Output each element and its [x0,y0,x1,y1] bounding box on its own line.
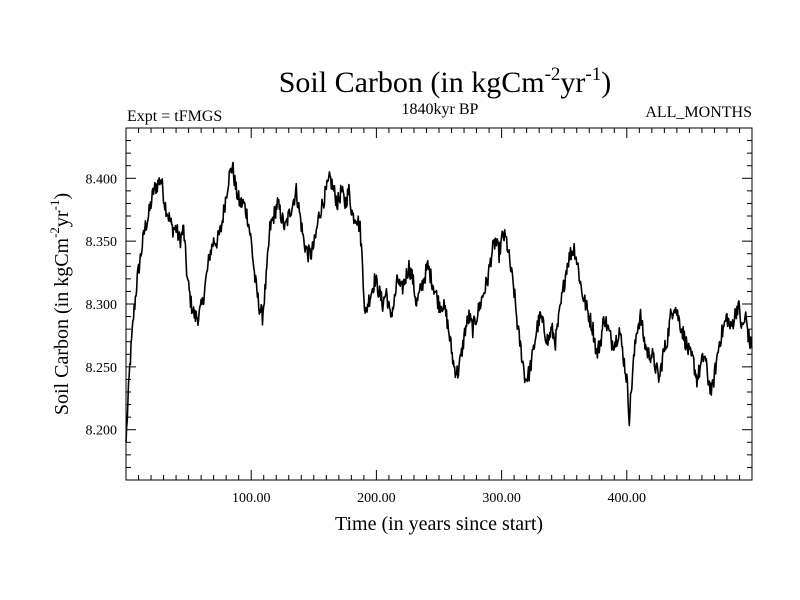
x-tick-label: 300.00 [482,491,521,506]
x-tick-label: 100.00 [232,491,271,506]
x-tick-labels: 100.00 200.00 300.00 400.00 [232,491,646,506]
chart-title: Soil Carbon (in kgCm-2yr-1) [279,64,612,99]
y-tick-label: 8.250 [86,361,118,376]
y-tick-label: 8.400 [86,172,118,187]
axis-ticks [125,127,753,481]
y-tick-labels: 8.200 8.250 8.300 8.350 8.400 [86,172,118,438]
months-label: ALL_MONTHS [645,104,752,121]
y-axis-label: Soil Carbon (in kgCm-2yr-1) [47,193,73,415]
x-tick-label: 400.00 [608,491,647,506]
soil-carbon-series-line [125,161,753,443]
y-tick-label: 8.300 [86,298,118,313]
y-tick-label: 8.350 [86,235,118,250]
x-tick-label: 200.00 [357,491,396,506]
period-label: 1840kyr BP [402,101,479,118]
experiment-label: Expt = tFMGS [127,108,222,125]
x-axis-label: Time (in years since start) [335,513,543,535]
y-tick-label: 8.200 [86,424,118,439]
